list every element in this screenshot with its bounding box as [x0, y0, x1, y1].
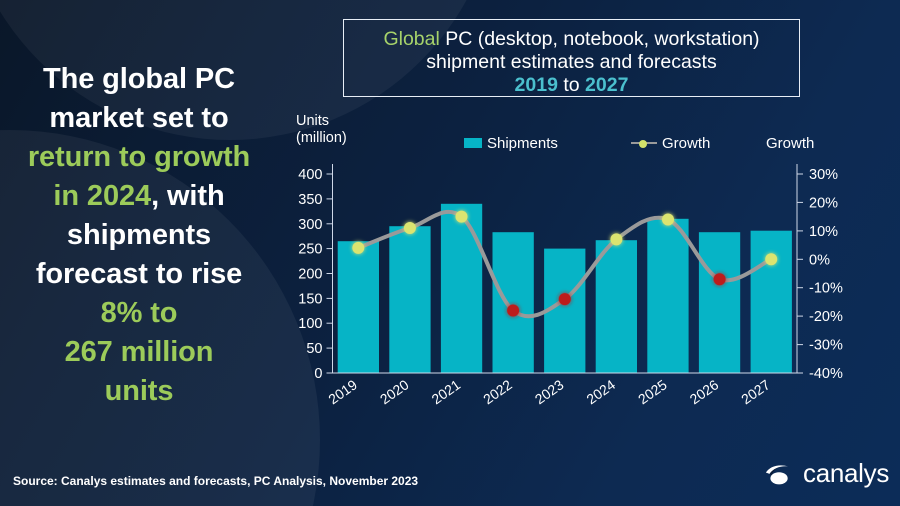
svg-text:0: 0	[314, 366, 322, 382]
svg-text:20%: 20%	[809, 195, 838, 211]
svg-text:2022: 2022	[480, 376, 515, 407]
svg-text:-40%: -40%	[809, 366, 843, 382]
svg-text:-20%: -20%	[809, 309, 843, 325]
svg-text:300: 300	[298, 217, 322, 233]
svg-text:250: 250	[298, 242, 322, 258]
svg-text:400: 400	[298, 167, 322, 183]
svg-text:-30%: -30%	[809, 338, 843, 354]
svg-text:2027: 2027	[738, 376, 773, 407]
svg-text:2025: 2025	[635, 376, 670, 407]
svg-text:2019: 2019	[325, 376, 360, 407]
svg-text:2020: 2020	[377, 376, 412, 407]
svg-text:10%: 10%	[809, 224, 838, 240]
svg-text:2023: 2023	[532, 376, 567, 407]
svg-text:350: 350	[298, 192, 322, 208]
svg-text:150: 150	[298, 291, 322, 307]
svg-text:50: 50	[306, 341, 322, 357]
svg-text:2026: 2026	[687, 376, 722, 407]
svg-text:-10%: -10%	[809, 281, 843, 297]
svg-text:2021: 2021	[429, 376, 464, 407]
svg-text:200: 200	[298, 267, 322, 283]
svg-text:100: 100	[298, 316, 322, 332]
svg-text:30%: 30%	[809, 167, 838, 183]
svg-text:2024: 2024	[583, 376, 618, 407]
svg-text:0%: 0%	[809, 252, 830, 268]
